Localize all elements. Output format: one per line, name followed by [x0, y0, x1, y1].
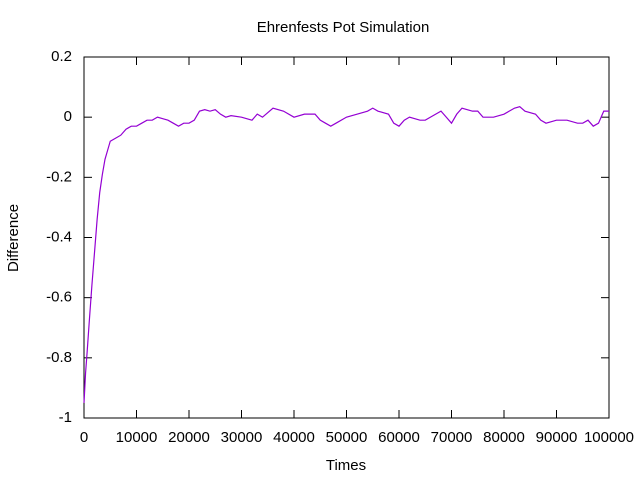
y-tick-label: -0.2: [46, 168, 72, 185]
y-axis-label: Difference: [5, 204, 22, 272]
x-tick-label: 80000: [483, 429, 525, 446]
chart-title: Ehrenfests Pot Simulation: [257, 19, 430, 36]
y-tick-label: 0: [64, 108, 72, 125]
x-tick-label: 60000: [378, 429, 420, 446]
y-tick-label: 0.2: [51, 48, 72, 65]
x-tick-label: 30000: [221, 429, 263, 446]
x-tick-label: 50000: [326, 429, 368, 446]
y-tick-label: -0.8: [46, 349, 72, 366]
x-tick-label: 40000: [273, 429, 315, 446]
x-tick-label: 90000: [536, 429, 578, 446]
y-tick-label: -0.6: [46, 289, 72, 306]
y-tick-label: -0.4: [46, 228, 72, 245]
y-tick-label: -1: [59, 409, 72, 426]
x-tick-label: 10000: [116, 429, 158, 446]
x-axis-label: Times: [326, 457, 366, 474]
data-line: [83, 105, 609, 403]
x-tick-label: 20000: [168, 429, 210, 446]
x-tick-label: 100000: [584, 429, 634, 446]
x-tick-label: 70000: [431, 429, 473, 446]
x-tick-label: 0: [80, 429, 88, 446]
